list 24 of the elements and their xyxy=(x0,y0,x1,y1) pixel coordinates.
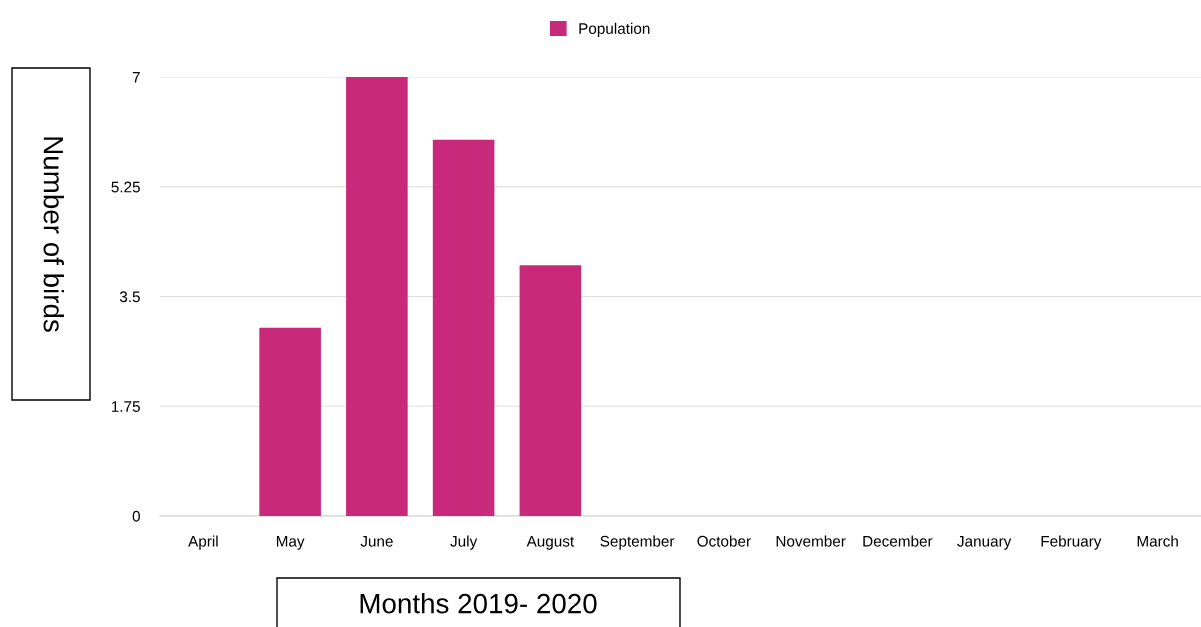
x-axis-title: Months 2019- 2020 xyxy=(360,593,597,614)
x-tick-label: August xyxy=(526,536,575,550)
y-axis-title: Number of birds xyxy=(43,137,64,332)
x-tick-label: October xyxy=(697,535,751,547)
x-tick-label: June xyxy=(360,536,393,547)
x-tick-label: July xyxy=(450,535,478,550)
x-tick-label: May xyxy=(276,536,305,550)
y-tick-label: 1.75 xyxy=(111,401,140,412)
y-tick-label: 5.25 xyxy=(111,181,140,193)
x-tick-label: December xyxy=(863,535,933,547)
x-tick-label: January xyxy=(957,536,1012,550)
y-tick-label: 0 xyxy=(132,510,140,522)
x-tick-label: November xyxy=(776,535,846,547)
legend-label: Population xyxy=(579,22,650,37)
x-tick-label: September xyxy=(600,535,675,550)
x-tick-label: April xyxy=(188,535,218,550)
x-tick-label: March xyxy=(1137,535,1178,547)
bar xyxy=(346,77,408,516)
y-tick-label: 7 xyxy=(132,72,140,83)
x-tick-label: February xyxy=(1041,535,1102,550)
bar xyxy=(259,327,321,516)
bar xyxy=(432,139,495,516)
y-tick-label: 3.5 xyxy=(119,291,140,303)
bar xyxy=(519,265,582,516)
